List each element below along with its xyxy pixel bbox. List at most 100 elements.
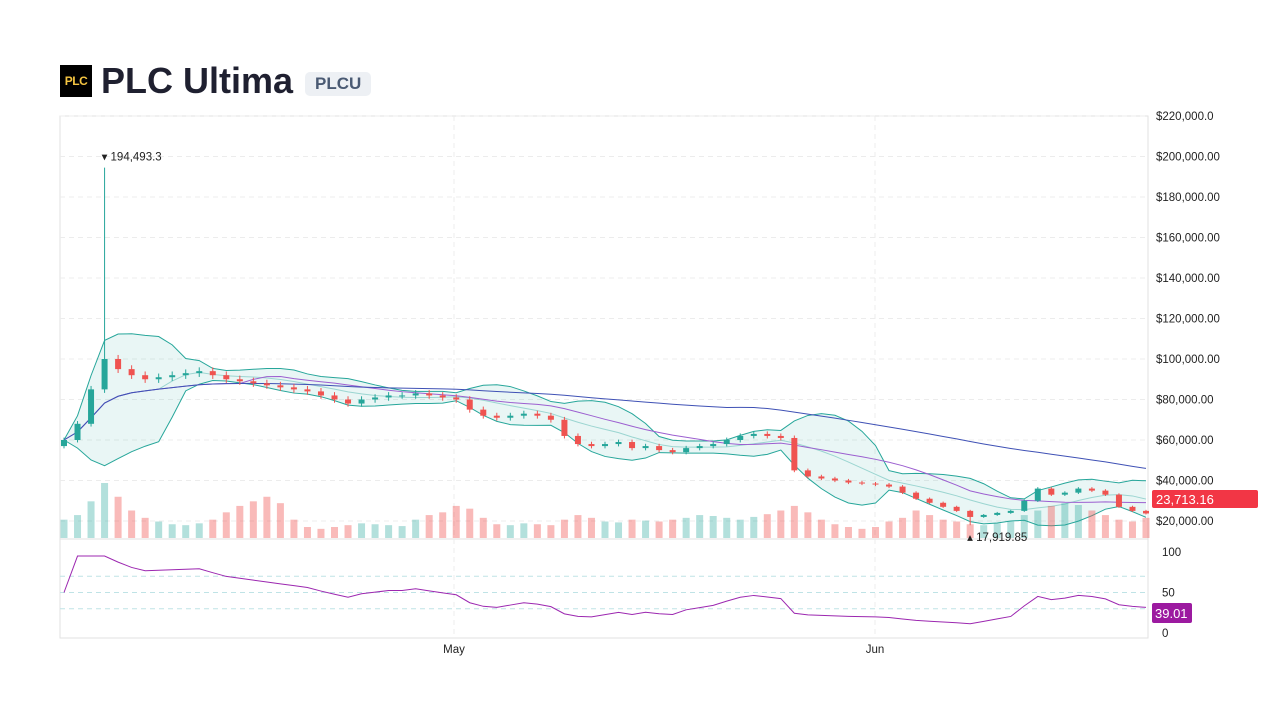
price-tick-label: $120,000.00 [1156, 314, 1220, 326]
volume-bar [655, 521, 663, 538]
volume-bar [263, 496, 271, 538]
price-tick-label: $140,000.00 [1156, 273, 1220, 285]
candle-body [358, 399, 365, 404]
candle-body [1048, 488, 1055, 495]
candle-body [980, 514, 987, 517]
volume-bar [74, 515, 82, 538]
sma-long-line [63, 382, 1147, 469]
high-annotation: ▾ 194,493.3 [102, 152, 162, 164]
price-tick-label: $20,000.00 [1156, 516, 1214, 528]
volume-bar [290, 519, 298, 538]
volume-bar [182, 525, 190, 538]
volume-bar [1047, 505, 1055, 538]
candle-body [588, 444, 595, 447]
candle-body [304, 389, 311, 392]
candle-body [818, 476, 825, 479]
volume-bar [669, 519, 677, 538]
volume-bar [817, 519, 825, 538]
low-annotation: ▴ 17,919.85 [967, 532, 1027, 544]
candle-body [696, 446, 703, 449]
candle-body [480, 409, 487, 416]
ticker-badge: PLCU [305, 72, 372, 96]
candle-body [223, 375, 230, 380]
candle-body [493, 415, 500, 418]
time-tick-label: Jun [866, 644, 885, 656]
candle-body [777, 435, 784, 438]
volume-bar [1061, 503, 1069, 538]
candle-body [399, 395, 406, 397]
candle-body [372, 397, 379, 400]
sma-short-line [63, 376, 1147, 504]
candle-body [520, 413, 527, 416]
candle-body [426, 393, 433, 396]
volume-bar [60, 519, 68, 538]
candle-body [182, 373, 189, 376]
volume-bar [601, 521, 609, 538]
candle-body [1129, 506, 1136, 511]
candle-body [1021, 500, 1028, 511]
candle-body [656, 446, 663, 451]
candle-body [142, 375, 149, 380]
volume-bar [926, 515, 934, 538]
volume-bar [1088, 510, 1096, 538]
rsi-tick-label: 0 [1162, 628, 1168, 640]
volume-bar [317, 528, 325, 538]
candle-body [764, 433, 771, 436]
volume-bar [615, 522, 623, 538]
bollinger-basis-line [63, 371, 1147, 511]
volume-bar [101, 483, 109, 538]
volume-bar [844, 527, 852, 538]
bollinger-band-fill [64, 333, 1146, 526]
candle-body [385, 395, 392, 398]
volume-bar [209, 519, 217, 538]
price-tick-label: $160,000.00 [1156, 233, 1220, 245]
candle-body [236, 379, 243, 382]
candle-body [196, 371, 203, 374]
volume-bar [141, 517, 149, 538]
candle-body [886, 484, 893, 487]
candle-body [804, 470, 811, 477]
volume-bar [709, 516, 717, 538]
candle-body [1088, 488, 1095, 491]
volume-bar [939, 519, 947, 538]
volume-bar [439, 512, 447, 538]
volume-bar [777, 510, 785, 538]
rsi-tick-label: 100 [1162, 547, 1181, 559]
volume-bar [953, 521, 961, 538]
candle-body [831, 478, 838, 481]
volume-bar [303, 527, 311, 538]
volume-bar [736, 519, 744, 538]
page-title: PLC Ultima [101, 60, 294, 101]
volume-bar [493, 524, 501, 538]
candle-body [872, 483, 879, 485]
candle-body [88, 389, 95, 424]
volume-bar [195, 523, 203, 538]
candle-body [453, 397, 460, 400]
volume-bar [885, 521, 893, 538]
volume-bar [398, 526, 406, 538]
candle-body [669, 450, 676, 453]
volume-bar [128, 510, 136, 538]
volume-bar [993, 523, 1001, 538]
volume-bar [222, 512, 230, 538]
candle-body [101, 359, 108, 390]
rsi-line [63, 555, 1147, 625]
volume-bar [276, 503, 284, 538]
price-tick-label: $200,000.00 [1156, 152, 1220, 164]
last-price-badge [1152, 490, 1258, 508]
volume-bar [168, 524, 176, 538]
candle-body [791, 437, 798, 471]
candle-body [290, 387, 297, 390]
candle-body [1143, 510, 1149, 514]
volume-bar [412, 519, 420, 538]
volume-bar [628, 519, 636, 538]
candle-body [899, 486, 906, 493]
last-rsi-label: 39.01 [1155, 606, 1188, 621]
volume-bar [385, 525, 393, 538]
volume-bar [696, 515, 704, 538]
volume-bar [872, 527, 879, 538]
candle-body [723, 440, 730, 445]
candle-body [345, 399, 352, 404]
volume-bar [831, 524, 839, 538]
